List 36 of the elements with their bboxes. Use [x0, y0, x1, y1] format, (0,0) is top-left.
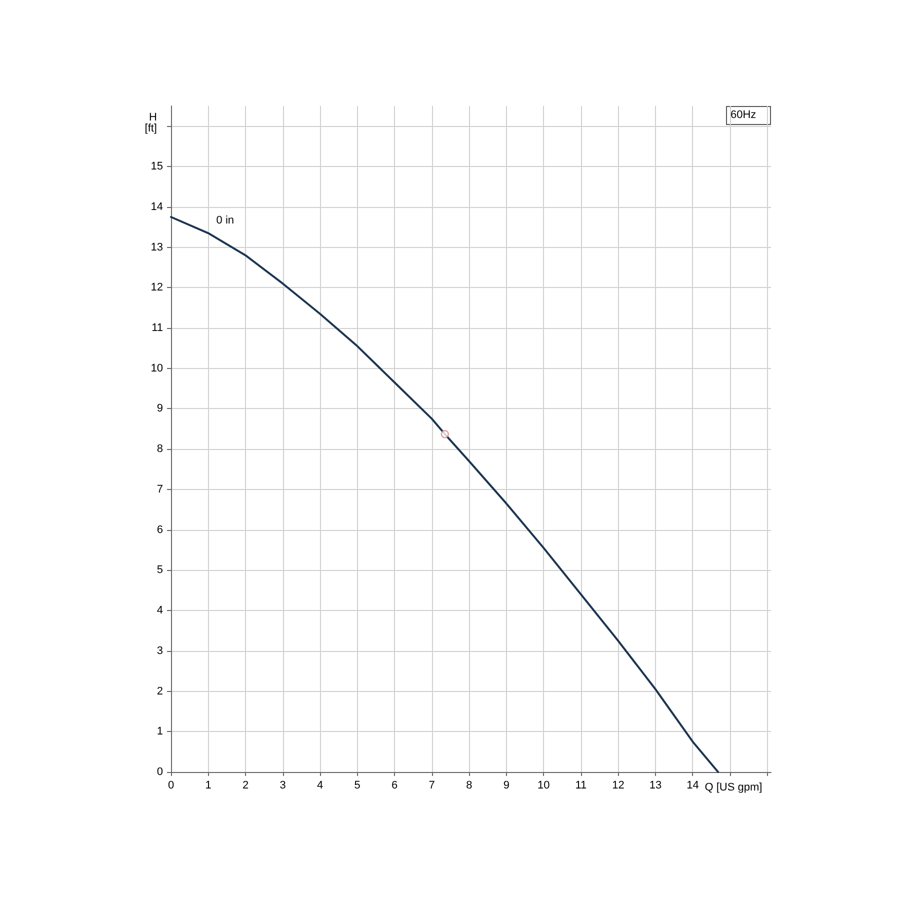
x-tick-label: 8	[466, 780, 472, 792]
line-series	[170, 216, 720, 773]
x-tick-label: 6	[392, 780, 398, 792]
y-tick-label: 8	[156, 443, 163, 456]
x-tick-label: 9	[503, 780, 510, 792]
y-tick-label: 5	[156, 564, 163, 576]
x-tick-label: 3	[280, 780, 286, 792]
x-tick-label: 11	[575, 780, 587, 792]
y-tick-label: 6	[156, 524, 163, 536]
x-tick-label: 12	[612, 780, 624, 792]
x-tick-label: 7	[428, 780, 435, 792]
y-tick-label: 2	[156, 685, 163, 698]
y-tick-label: 4	[156, 604, 163, 617]
x-tick-label: 13	[649, 780, 662, 792]
chart-title: 60Hz	[730, 109, 756, 121]
y-tick-label: 12	[150, 282, 163, 294]
y-tick-label: 15	[150, 160, 163, 173]
x-tick-label: 0	[168, 780, 174, 792]
y-tick-label: 9	[156, 402, 163, 415]
y-tick-label: 1	[156, 726, 163, 738]
x-tick-label: 5	[354, 780, 360, 792]
y-tick-label: 14	[150, 200, 163, 213]
series-label: 0 in	[216, 214, 234, 227]
x-tick-label: 1	[205, 780, 212, 792]
y-tick-label: 0	[156, 766, 163, 778]
x-tick-label: 2	[242, 780, 249, 792]
y-tick-label: 10	[150, 362, 163, 374]
y-axis-title: H [ft]	[144, 112, 158, 134]
x-tick-label: 10	[538, 780, 550, 792]
x-tick-label: 4	[317, 780, 324, 792]
x-tick-label: 14	[686, 780, 699, 792]
y-tick-label: 13	[150, 241, 163, 254]
y-tick-label: 11	[152, 322, 163, 334]
y-tick-label: 7	[156, 483, 163, 496]
x-axis-title: Q [US gpm]	[704, 782, 762, 794]
y-tick-label: 3	[156, 644, 163, 657]
